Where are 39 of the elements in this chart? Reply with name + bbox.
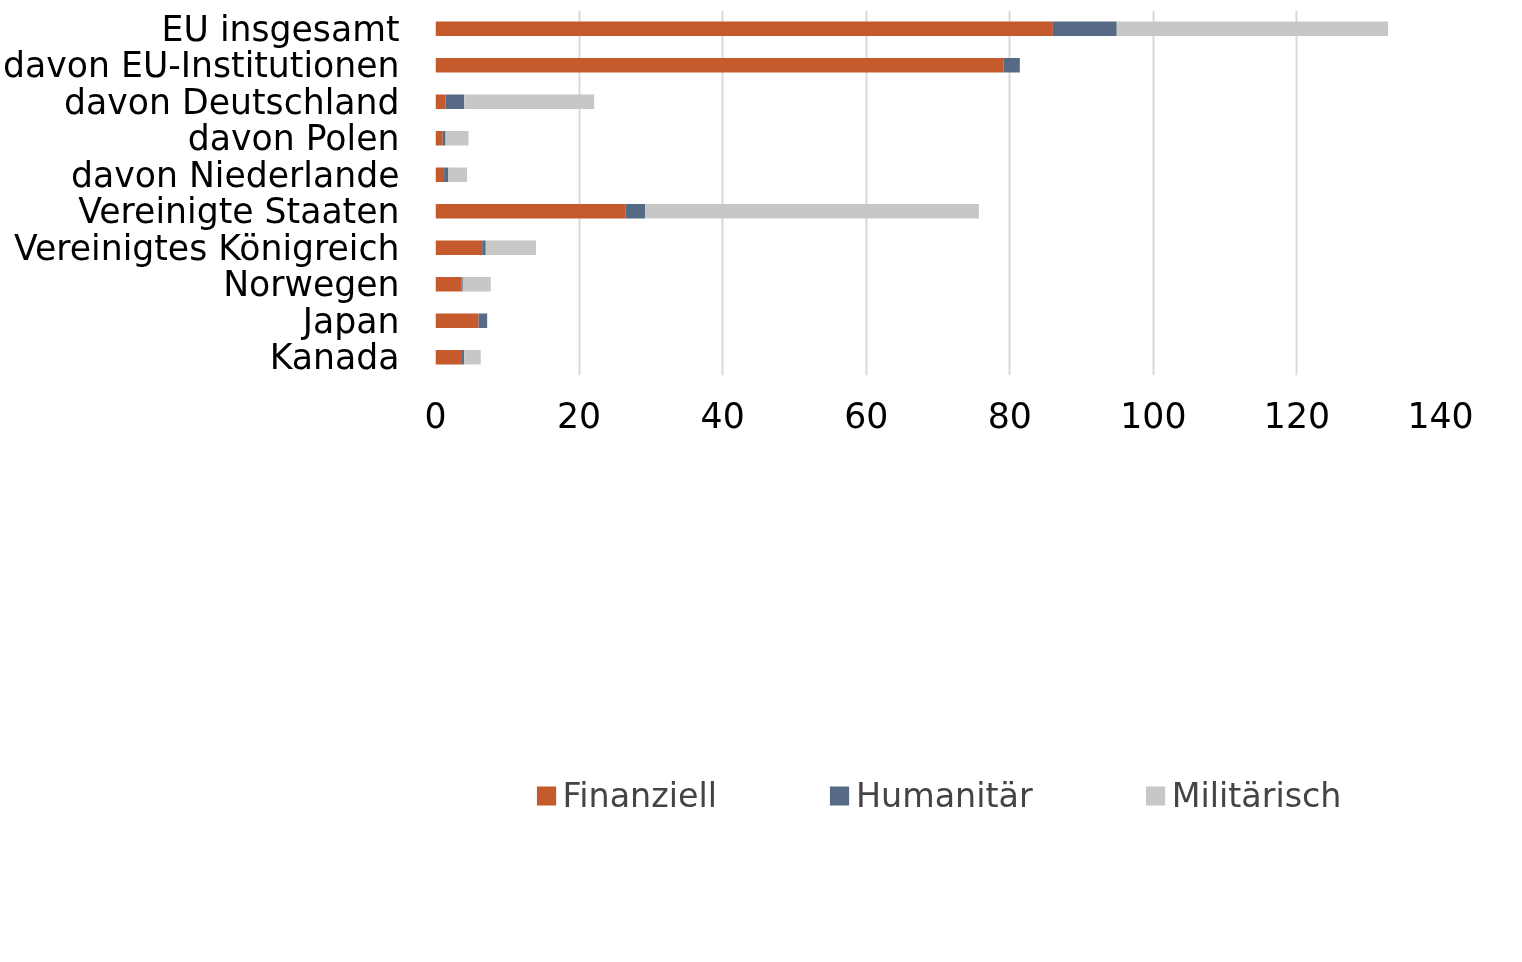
bar [435,57,1004,73]
bar [435,349,463,365]
x-tick-label: 20 [557,395,602,436]
bar [435,276,462,292]
bar [442,130,446,146]
bar [435,21,1053,37]
bar [625,203,646,219]
bar [1052,21,1117,37]
x-tick-label: 40 [700,395,745,436]
bar [445,130,469,146]
legend-label: Finanziell [562,775,717,815]
bar [1116,21,1389,37]
bar [645,203,979,219]
bar [435,167,445,183]
x-tick-label: 60 [844,395,889,436]
bar [464,349,481,365]
x-tick-label: 140 [1407,395,1474,436]
bar [464,94,595,110]
bar [435,94,446,110]
bar [482,240,486,256]
bar [435,130,443,146]
bar [435,203,626,219]
x-tick-label: 80 [987,395,1032,436]
bar [445,94,465,110]
bar [435,240,483,256]
x-tick-label: 100 [1120,395,1187,436]
bar [1003,57,1020,73]
bar [462,276,491,292]
bar [435,313,479,329]
x-tick-label: 120 [1263,395,1331,436]
bar [478,313,488,329]
y-tick-label: EU insgesamt [161,8,400,49]
bar [462,349,465,365]
bar [448,167,468,183]
legend-label: Humanitär [855,775,1033,815]
bar [485,240,536,256]
bar [444,167,449,183]
x-tick-label: 0 [424,395,447,436]
legend-label: Militärisch [1171,775,1342,815]
